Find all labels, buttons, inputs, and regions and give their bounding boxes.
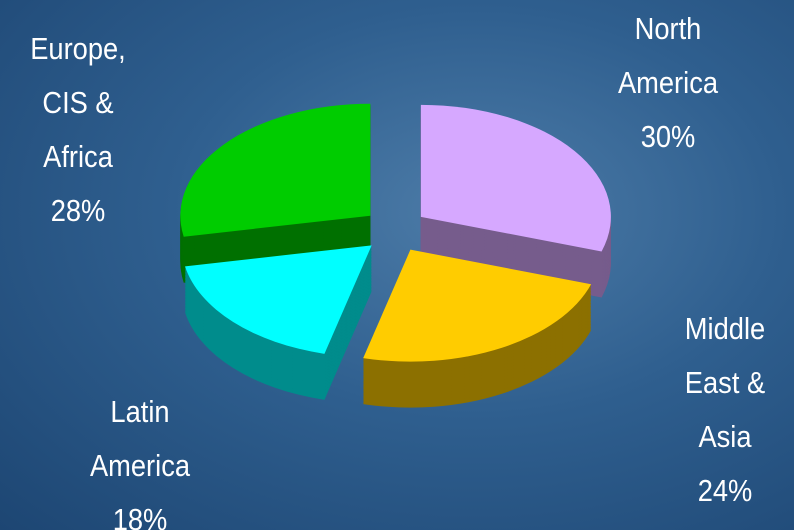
slide: North America30% Middle East & Asia24% L… (0, 0, 794, 530)
value-label: 24% (668, 464, 782, 518)
slice (180, 104, 370, 237)
value-label: 18% (74, 493, 206, 530)
value-label: 30% (598, 110, 739, 164)
value-label: 28% (16, 184, 139, 238)
category-label: Latin America (74, 385, 206, 493)
category-label: North America (598, 2, 739, 110)
category-label: Europe, CIS & Africa (16, 22, 139, 184)
category-label: Middle East & Asia (668, 302, 782, 464)
